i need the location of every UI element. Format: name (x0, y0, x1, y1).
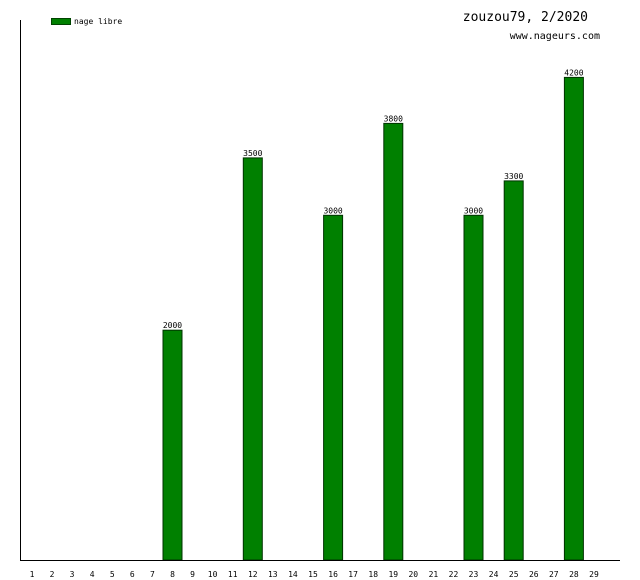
bar-value-label: 4200 (564, 68, 583, 77)
x-tick-label: 20 (408, 570, 418, 579)
x-tick-label: 17 (348, 570, 358, 579)
legend-label: nage libre (74, 17, 123, 26)
bar (323, 214, 344, 561)
chart-title: zouzou79, 2/2020 (462, 10, 588, 25)
bar (463, 214, 484, 561)
x-tick-label: 22 (449, 570, 459, 579)
bar (242, 157, 263, 561)
legend-swatch (51, 18, 71, 25)
x-tick-label: 11 (228, 570, 238, 579)
x-tick-label: 18 (368, 570, 378, 579)
x-tick-label: 15 (308, 570, 318, 579)
x-tick-label: 7 (150, 570, 155, 579)
bars-group (162, 76, 584, 561)
x-tick-label: 26 (529, 570, 539, 579)
x-tick-label: 28 (569, 570, 579, 579)
x-tick-label: 23 (469, 570, 479, 579)
x-tick-label: 5 (110, 570, 115, 579)
bar (162, 329, 183, 561)
x-tick-label: 21 (429, 570, 439, 579)
x-tick-label: 4 (90, 570, 95, 579)
x-tick-label: 13 (268, 570, 278, 579)
x-tick-label: 10 (208, 570, 218, 579)
x-tick-label: 24 (489, 570, 499, 579)
x-tick-label: 12 (248, 570, 258, 579)
bar (563, 76, 584, 561)
bar (503, 180, 524, 561)
bar-value-label: 3800 (384, 114, 403, 123)
x-tick-label: 3 (70, 570, 75, 579)
bar-value-label: 3000 (464, 206, 483, 215)
x-tick-label: 8 (170, 570, 175, 579)
bar-value-label: 2000 (163, 321, 182, 330)
x-tick-label: 2 (50, 570, 55, 579)
bar-value-label: 3300 (504, 172, 523, 181)
x-tick-label: 19 (388, 570, 398, 579)
bar-labels-group: 2000 3500 3000 3800 3000 3300 4200 (163, 68, 584, 330)
chart-subtitle: www.nageurs.com (509, 31, 600, 42)
bar-value-label: 3000 (323, 206, 342, 215)
x-tick-label: 29 (589, 570, 599, 579)
x-tick-label: 1 (30, 570, 35, 579)
bar-value-label: 3500 (243, 149, 262, 158)
x-tick-label: 25 (509, 570, 519, 579)
x-tick-label: 16 (328, 570, 338, 579)
x-tick-label: 6 (130, 570, 135, 579)
legend: nage libre (51, 17, 122, 26)
x-tick-label: 9 (190, 570, 195, 579)
x-tick-label: 27 (549, 570, 559, 579)
x-tick-label: 14 (288, 570, 298, 579)
x-tick-labels: 1 2 3 4 5 6 7 8 9 10 11 12 13 14 15 16 17 18 19 20 21 22 23 24 2… (30, 570, 599, 579)
bar (383, 122, 404, 561)
